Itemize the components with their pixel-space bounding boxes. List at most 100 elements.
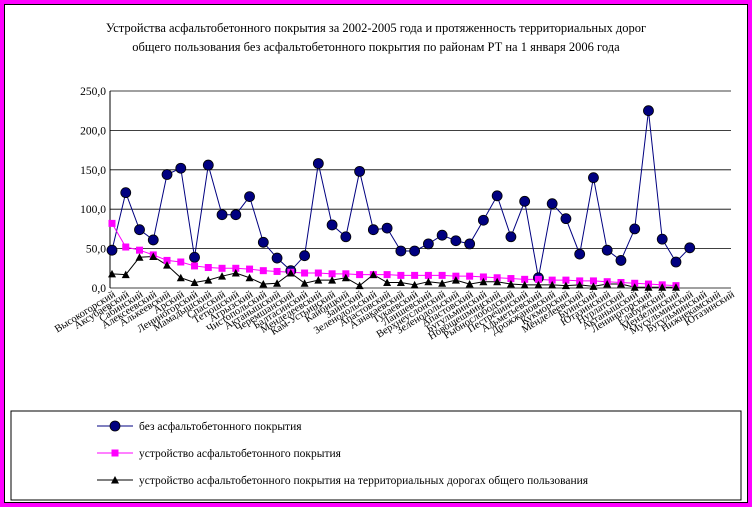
- data-point: [312, 158, 324, 169]
- data-point: [671, 283, 680, 291]
- data-point: [411, 271, 419, 279]
- data-point: [381, 222, 393, 234]
- data-point: [232, 264, 240, 272]
- data-point: [259, 267, 267, 275]
- data-point: [466, 272, 474, 280]
- data-point: [177, 258, 185, 266]
- data-point: [341, 273, 350, 282]
- y-tick-label: 250,0: [80, 86, 106, 98]
- data-point: [534, 275, 542, 283]
- data-point: [479, 273, 487, 281]
- data-point: [246, 265, 254, 273]
- data-point: [356, 271, 364, 279]
- data-point: [575, 280, 584, 289]
- data-point: [204, 276, 213, 284]
- y-tick-label: 150,0: [80, 165, 106, 177]
- data-point: [424, 277, 433, 286]
- data-point: [450, 235, 462, 247]
- legend-label: устройство асфальтобетонного покрытия на…: [139, 475, 589, 487]
- data-point: [340, 231, 352, 243]
- data-point: [163, 256, 171, 264]
- data-point: [589, 282, 598, 290]
- data-point: [135, 253, 144, 261]
- data-point: [218, 264, 226, 272]
- data-point: [230, 209, 242, 221]
- data-point: [561, 281, 570, 290]
- data-point: [534, 280, 543, 289]
- legend-marker: [111, 449, 119, 457]
- data-point: [670, 256, 682, 268]
- data-point: [630, 283, 639, 291]
- data-point: [436, 229, 448, 241]
- data-point: [507, 275, 515, 283]
- data-point: [616, 280, 625, 288]
- data-point: [314, 276, 323, 284]
- legend-label: без асфальтобетонного покрытия: [139, 421, 302, 433]
- data-point: [629, 223, 641, 235]
- data-point: [369, 270, 378, 279]
- y-tick-label: 100,0: [80, 204, 106, 216]
- data-point: [424, 271, 432, 279]
- chart-svg: Устройства асфальтобетонного покрытия за…: [10, 21, 742, 501]
- data-point: [202, 159, 214, 171]
- data-point: [560, 213, 572, 225]
- data-point: [149, 252, 158, 260]
- data-point: [120, 187, 132, 199]
- data-point: [479, 277, 488, 286]
- data-point: [301, 269, 309, 277]
- data-point: [216, 209, 228, 221]
- data-point: [257, 236, 269, 248]
- data-point: [562, 276, 570, 284]
- data-point: [438, 279, 447, 287]
- data-point: [161, 169, 173, 180]
- data-point: [328, 270, 336, 278]
- data-point: [176, 273, 185, 282]
- legend-marker: [109, 420, 121, 432]
- data-point: [588, 172, 599, 184]
- data-point: [397, 271, 405, 279]
- data-point: [410, 280, 419, 289]
- data-point: [147, 234, 159, 246]
- data-point: [106, 244, 118, 256]
- data-point: [231, 269, 240, 277]
- data-point: [521, 275, 529, 283]
- data-point: [589, 277, 597, 285]
- data-point: [506, 280, 515, 288]
- data-point: [603, 280, 612, 288]
- data-point: [396, 278, 405, 286]
- data-point: [189, 251, 200, 263]
- data-point: [493, 277, 502, 286]
- data-point: [136, 246, 144, 254]
- data-point: [658, 283, 667, 291]
- data-point: [601, 244, 613, 256]
- data-point: [383, 278, 392, 286]
- data-point: [108, 269, 116, 278]
- data-point: [134, 224, 145, 236]
- data-point: [204, 264, 212, 272]
- legend-marker: [111, 476, 119, 484]
- data-point: [273, 279, 282, 287]
- data-point: [245, 273, 254, 282]
- data-point: [422, 238, 434, 250]
- data-point: [314, 269, 322, 277]
- chart-title-line1: Устройства асфальтобетонного покрытия за…: [106, 21, 646, 35]
- data-point: [395, 245, 407, 257]
- data-point: [546, 198, 558, 210]
- data-point: [520, 280, 529, 289]
- data-point: [477, 214, 489, 226]
- data-point: [175, 162, 187, 174]
- data-point: [163, 261, 172, 269]
- data-point: [271, 252, 283, 264]
- data-point: [273, 267, 281, 275]
- y-tick-label: 50,0: [86, 244, 106, 256]
- data-point: [451, 276, 460, 284]
- data-point: [259, 280, 268, 288]
- data-point: [656, 233, 668, 245]
- y-tick-label: 200,0: [80, 125, 106, 137]
- data-point: [244, 191, 255, 202]
- data-point: [191, 262, 199, 270]
- data-point: [218, 272, 227, 280]
- data-point: [299, 250, 310, 262]
- data-point: [548, 276, 556, 284]
- data-point: [574, 248, 586, 260]
